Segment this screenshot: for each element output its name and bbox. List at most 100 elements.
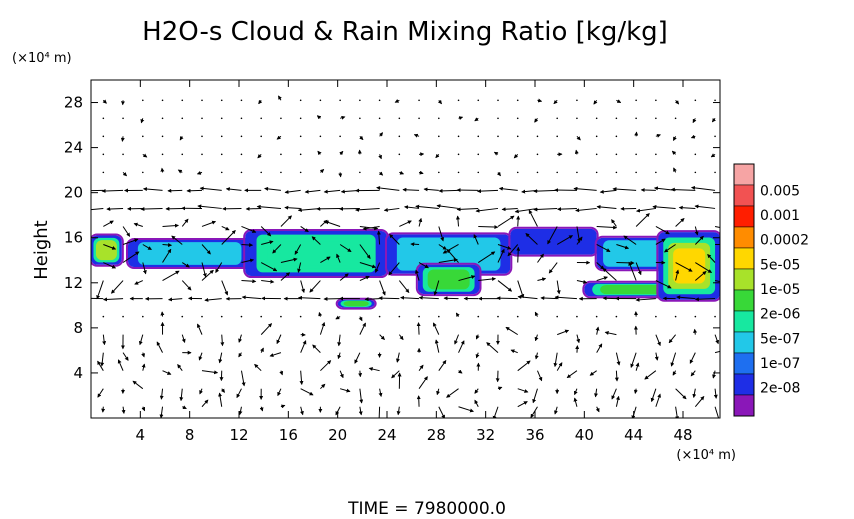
wind-arrow [162, 248, 172, 263]
time-label: TIME = 7980000.0 [347, 499, 506, 519]
wind-arrow [670, 352, 677, 367]
y-ticks: 4 8 12 16 20 24 28 [64, 94, 720, 382]
wind-arrow [181, 218, 189, 227]
wind-arrow [389, 234, 400, 245]
wind-arrow [335, 315, 341, 320]
wind-dot [714, 315, 716, 318]
wind-dot [714, 171, 716, 174]
wind-arrow [456, 207, 479, 212]
wind-arrow [714, 334, 720, 345]
wind-arrow [517, 401, 528, 408]
wind-arrow [540, 296, 558, 301]
wind-arrow [395, 352, 400, 363]
wind-dot [477, 171, 480, 174]
wind-dot [299, 117, 302, 120]
wind-dot [102, 171, 105, 174]
wind-arrow [517, 388, 529, 393]
wind-arrow [117, 359, 124, 371]
wind-arrow [655, 334, 661, 347]
wind-dot [122, 315, 124, 318]
wind-arrow [534, 334, 539, 342]
wind-arrow [339, 370, 344, 379]
wind-dot [655, 117, 657, 120]
wind-arrow [368, 367, 380, 372]
wind-arrow [122, 352, 129, 361]
wind-arrow [318, 311, 323, 317]
wind-arrow [140, 118, 145, 124]
wind-arrow [573, 186, 597, 191]
wind-arrow [517, 295, 538, 300]
wind-arrow [537, 277, 547, 282]
wind-dot [516, 135, 519, 138]
cloud-patch [98, 242, 115, 258]
wind-arrow [458, 369, 463, 374]
wind-dot [497, 99, 499, 102]
wind-arrow [355, 207, 380, 212]
wind-arrow [400, 295, 420, 300]
wind-arrow [436, 204, 459, 209]
wind-arrow [505, 326, 518, 336]
wind-arrow [438, 244, 447, 250]
wind-arrow [198, 352, 203, 361]
wind-arrow [533, 189, 558, 194]
wind-arrow [674, 99, 680, 105]
wind-arrow [201, 399, 209, 408]
wind-arrow [652, 204, 676, 209]
wind-arrow [635, 362, 640, 371]
wind-arrow [434, 339, 440, 353]
cloud-patch [531, 234, 576, 249]
wind-arrow [279, 370, 284, 376]
wind-arrow [475, 334, 480, 340]
wind-dot [418, 315, 420, 318]
wind-arrow [258, 99, 263, 105]
wind-dot [319, 135, 322, 138]
wind-arrow [142, 153, 148, 158]
wind-arrow [276, 334, 282, 345]
colorbar-swatch [733, 268, 755, 291]
wind-arrow [537, 253, 544, 263]
y-tick-label: 4 [73, 364, 83, 382]
wind-arrow [475, 352, 480, 359]
wind-arrow [458, 406, 474, 413]
wind-dot [122, 153, 124, 156]
wind-dot [536, 153, 539, 156]
y-tick-label: 16 [64, 229, 83, 247]
colorbar-swatch [733, 226, 755, 249]
wind-arrow [134, 280, 144, 285]
wind-dot [438, 171, 440, 174]
wind-arrow [336, 253, 341, 263]
wind-arrow [294, 244, 302, 255]
wind-arrow [278, 95, 282, 101]
wind-arrow [675, 217, 685, 227]
wind-arrow [201, 269, 214, 281]
cloud-patch [346, 301, 366, 306]
wind-arrow [300, 388, 314, 396]
wind-arrow [142, 244, 152, 251]
wind-arrow [623, 235, 637, 245]
wind-arrow [474, 399, 479, 407]
wind-dot [516, 99, 519, 102]
wind-dot [576, 171, 578, 174]
wind-arrow [554, 406, 558, 415]
wind-arrow [122, 172, 128, 177]
wind-arrow [304, 189, 321, 194]
x-tick-label: 32 [476, 426, 495, 444]
wind-arrow [655, 238, 666, 245]
wind-arrow [670, 187, 696, 192]
wind-arrow [132, 380, 144, 390]
wind-dot [516, 171, 519, 174]
wind-arrow [241, 295, 262, 300]
wind-arrow [311, 236, 321, 245]
wind-arrow [418, 376, 428, 389]
wind-arrow [675, 388, 687, 400]
wind-dot [339, 135, 341, 138]
wind-dot [102, 117, 105, 120]
wind-arrow [100, 352, 105, 367]
wind-arrow [399, 170, 405, 175]
wind-arrow [394, 99, 400, 103]
wind-arrow [553, 99, 558, 105]
wind-arrow [442, 244, 459, 254]
wind-arrow [102, 297, 124, 302]
wind-dot [595, 135, 598, 138]
x-tick-label: 48 [673, 426, 692, 444]
